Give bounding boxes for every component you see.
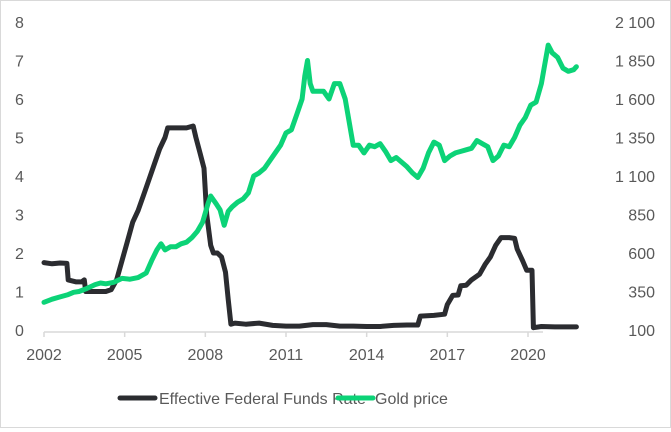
- x-tick-label: 2011: [269, 347, 304, 364]
- y-left-tick-label: 6: [15, 92, 24, 109]
- y-right-tick-label: 1 350: [615, 131, 655, 148]
- gold-price-line: [41, 42, 579, 305]
- y-right-tick-label: 350: [628, 285, 655, 302]
- x-tick-label: 2020: [510, 347, 546, 364]
- y-left-tick-label: 7: [15, 54, 24, 71]
- y-right-tick-label: 1 100: [615, 169, 655, 186]
- x-tick-labels: 2002 2005 2008 2011 2014 2017 2020: [26, 347, 546, 364]
- y-left-tick-label: 3: [15, 208, 24, 225]
- x-tick-label: 2014: [349, 347, 385, 364]
- series-lines: [41, 42, 579, 331]
- legend: Effective Federal Funds Rate Gold price: [117, 391, 448, 408]
- y-left-tick-label: 1: [15, 285, 24, 302]
- y-left-tick-labels: 0 1 2 3 4 5 6 7 8: [15, 15, 24, 340]
- y-right-tick-label: 100: [628, 323, 655, 340]
- y-right-tick-label: 1 850: [615, 54, 655, 71]
- x-tick-label: 2008: [188, 347, 224, 364]
- x-tick-marks: [43, 332, 529, 337]
- y-right-tick-label: 2 100: [615, 15, 655, 32]
- y-right-tick-label: 600: [628, 246, 655, 263]
- y-left-tick-label: 5: [15, 131, 24, 148]
- y-right-tick-labels: 100 350 600 850 1 100 1 350 1 600 1 850 2 100: [615, 15, 655, 340]
- y-left-tick-label: 0: [15, 323, 24, 340]
- y-right-tick-label: 850: [628, 208, 655, 225]
- x-tick-label: 2017: [430, 347, 466, 364]
- legend-label-gold: Gold price: [375, 391, 448, 408]
- y-right-tick-label: 1 600: [615, 92, 655, 109]
- y-left-tick-label: 8: [15, 15, 24, 32]
- legend-label-fed-funds: Effective Federal Funds Rate: [159, 391, 366, 408]
- y-left-tick-label: 4: [15, 169, 24, 186]
- x-tick-label: 2002: [26, 347, 62, 364]
- x-tick-label: 2005: [107, 347, 143, 364]
- y-left-tick-label: 2: [15, 246, 24, 263]
